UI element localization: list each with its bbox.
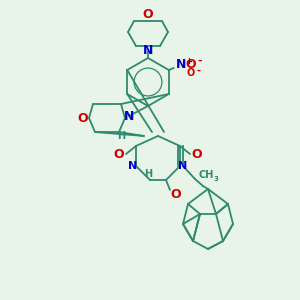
Text: N: N xyxy=(124,110,134,122)
Text: O: O xyxy=(192,148,202,160)
Text: 3: 3 xyxy=(214,176,218,182)
Text: O: O xyxy=(187,68,195,78)
Text: N: N xyxy=(176,58,186,71)
Text: O: O xyxy=(78,112,88,124)
Text: O: O xyxy=(114,148,124,160)
Text: O: O xyxy=(185,58,196,71)
Text: H: H xyxy=(144,169,152,179)
Text: N: N xyxy=(128,161,138,171)
Text: H: H xyxy=(117,131,125,141)
Text: -: - xyxy=(197,56,202,66)
Text: +: + xyxy=(185,56,192,65)
Text: N: N xyxy=(178,161,188,171)
Text: O: O xyxy=(171,188,181,202)
Text: N: N xyxy=(143,44,153,58)
Text: O: O xyxy=(143,8,153,20)
Text: -: - xyxy=(197,66,201,76)
Text: CH: CH xyxy=(198,170,214,180)
